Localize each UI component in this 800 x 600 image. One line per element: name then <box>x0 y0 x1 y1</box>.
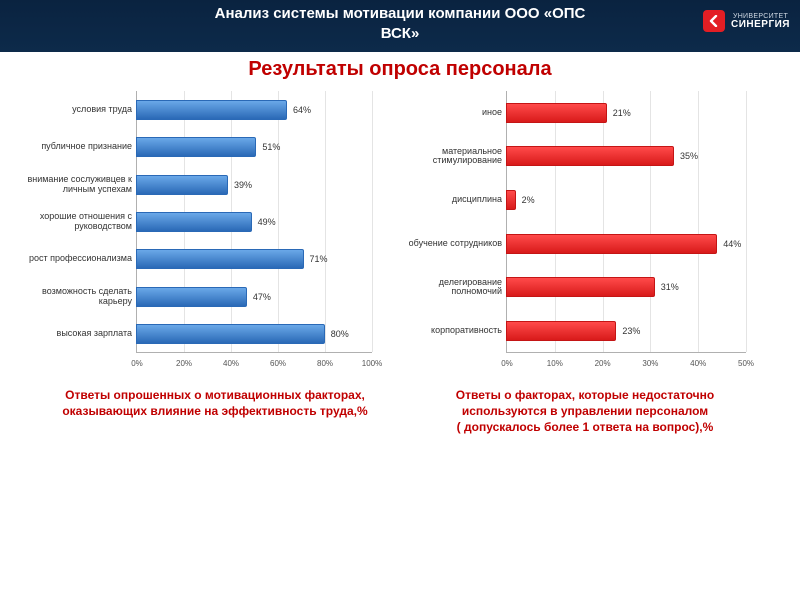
chart-left-bar-row: хорошие отношения с руководством 49% <box>20 204 396 241</box>
chart-right-bar-fill <box>506 103 607 123</box>
chart-left-bar-row: рост профессионализма 71% <box>20 241 396 278</box>
chart-left-bar-track: 51% <box>136 137 372 157</box>
chart-right-xtick: 10% <box>547 359 563 368</box>
chart-right-bar-track: 31% <box>506 277 746 297</box>
chart-left-bar-label: публичное признание <box>20 142 136 152</box>
chart-left: 0% 20% 40% 60% 80% 100% условия труда 64% публич… <box>16 85 400 375</box>
chart-right-bar-value: 2% <box>522 195 535 205</box>
chart-right-bar-row: обучение сотрудников 44% <box>404 225 780 262</box>
chart-right-bar-label: делегирование полномочий <box>404 278 506 298</box>
chart-left-bar-label: хорошие отношения с руководством <box>20 212 136 232</box>
chart-left-bar-value: 47% <box>253 292 271 302</box>
chart-right-xtick: 30% <box>642 359 658 368</box>
brand-logo-icon <box>703 10 725 32</box>
chart-right-bar-track: 23% <box>506 321 746 341</box>
chart-left-bar-value: 80% <box>331 329 349 339</box>
chart-left-bars: условия труда 64% публичное признание 51% вн… <box>20 91 396 353</box>
chart-right-bar-label: дисциплина <box>404 195 506 205</box>
chart-left-bar-fill <box>136 287 247 307</box>
chart-left-bar-value: 49% <box>258 217 276 227</box>
chart-right-bar-row: дисциплина 2% <box>404 182 780 219</box>
chart-right-bar-track: 35% <box>506 146 746 166</box>
chart-right-bar-value: 23% <box>622 326 640 336</box>
chart-left-bar-track: 64% <box>136 100 372 120</box>
chart-right-xtick: 40% <box>690 359 706 368</box>
chart-left-bar-row: условия труда 64% <box>20 91 396 128</box>
chart-left-bar-label: условия труда <box>20 105 136 115</box>
chart-left-xtick: 100% <box>362 359 382 368</box>
chart-left-bar-track: 47% <box>136 287 372 307</box>
captions-row: Ответы опрошенных о мотивационных фактор… <box>0 375 800 436</box>
chart-left-bar-label: возможность сделать карьеру <box>20 287 136 307</box>
chart-left-bar-track: 80% <box>136 324 372 344</box>
chart-right-bar-row: иное 21% <box>404 94 780 131</box>
chart-right-bar-value: 31% <box>661 282 679 292</box>
chart-left-bar-row: публичное признание 51% <box>20 129 396 166</box>
chart-right-bar-label: материальное стимулирование <box>404 147 506 167</box>
chart-right-bar-value: 44% <box>723 239 741 249</box>
brand-badge: УНИВЕРСИТЕТ СИНЕРГИЯ <box>703 10 790 32</box>
chart-left-bar-track: 71% <box>136 249 372 269</box>
chart-right-bar-label: корпоративность <box>404 326 506 336</box>
chart-left-bar-track: 39% <box>136 175 372 195</box>
chart-right-bar-row: корпоративность 23% <box>404 313 780 350</box>
chart-left-xtick: 0% <box>131 359 143 368</box>
chart-left-bar-fill <box>136 100 287 120</box>
chart-left-xtick: 80% <box>317 359 333 368</box>
chart-right: 0% 10% 20% 30% 40% 50% иное 21% материальное сти… <box>400 85 784 375</box>
chart-right-xtick: 20% <box>595 359 611 368</box>
chart-right-bar-fill <box>506 190 516 210</box>
chart-left-bar-value: 39% <box>234 180 252 190</box>
chart-right-bar-label: иное <box>404 108 506 118</box>
chart-right-bar-fill <box>506 277 655 297</box>
chart-left-bar-value: 64% <box>293 105 311 115</box>
header-bar: Анализ системы мотивации компании ООО «О… <box>0 0 800 52</box>
chart-right-bar-fill <box>506 321 616 341</box>
brand-line2: СИНЕРГИЯ <box>731 20 790 30</box>
chart-right-bar-fill <box>506 234 717 254</box>
chart-left-bar-fill <box>136 249 304 269</box>
chart-left-bar-fill <box>136 324 325 344</box>
chart-left-bar-fill <box>136 212 252 232</box>
chart-left-bar-track: 49% <box>136 212 372 232</box>
chart-right-bar-track: 21% <box>506 103 746 123</box>
chart-right-xtick: 50% <box>738 359 754 368</box>
chart-right-bar-row: делегирование полномочий 31% <box>404 269 780 306</box>
charts-row: 0% 20% 40% 60% 80% 100% условия труда 64% публич… <box>0 81 800 375</box>
chart-right-bar-value: 35% <box>680 151 698 161</box>
chart-right-bar-fill <box>506 146 674 166</box>
chart-left-bar-label: рост профессионализма <box>20 254 136 264</box>
chart-left-bar-label: внимание сослуживцев к личным успехам <box>20 175 136 195</box>
chart-right-bar-value: 21% <box>613 108 631 118</box>
chart-right-bar-track: 2% <box>506 190 746 210</box>
caption-right: Ответы о факторах, которые недостаточно … <box>400 387 770 436</box>
chart-right-bar-track: 44% <box>506 234 746 254</box>
chart-left-xtick: 40% <box>223 359 239 368</box>
subtitle: Результаты опроса персонала <box>0 58 800 81</box>
chart-right-bars: иное 21% материальное стимулирование 35% дис… <box>404 91 780 353</box>
chart-left-xtick: 20% <box>176 359 192 368</box>
chart-left-bar-value: 71% <box>310 254 328 264</box>
chart-left-bar-fill <box>136 175 228 195</box>
chart-left-xtick: 60% <box>270 359 286 368</box>
header-title: Анализ системы мотивации компании ООО «О… <box>0 4 800 43</box>
chart-right-bar-label: обучение сотрудников <box>404 239 506 249</box>
chart-left-bar-fill <box>136 137 256 157</box>
caption-left: Ответы опрошенных о мотивационных фактор… <box>30 387 400 436</box>
chart-left-bar-label: высокая зарплата <box>20 329 136 339</box>
chart-left-bar-row: возможность сделать карьеру 47% <box>20 278 396 315</box>
chart-left-bar-row: высокая зарплата 80% <box>20 316 396 353</box>
chart-left-bar-value: 51% <box>262 142 280 152</box>
chart-left-bar-row: внимание сослуживцев к личным успехам 39% <box>20 166 396 203</box>
chart-right-bar-row: материальное стимулирование 35% <box>404 138 780 175</box>
chart-right-xtick: 0% <box>501 359 513 368</box>
